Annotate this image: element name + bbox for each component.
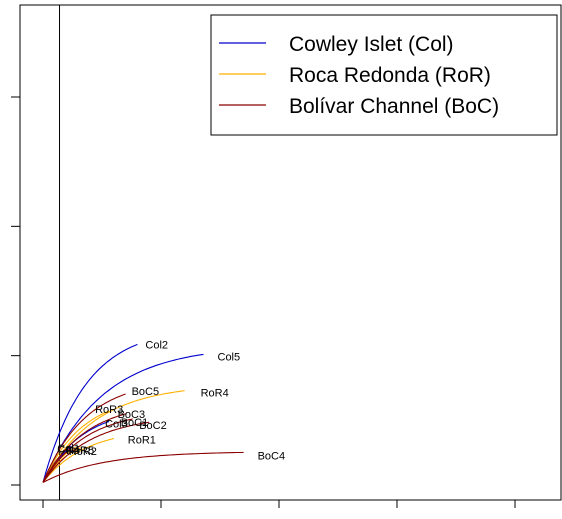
- curve-boc3: [42, 413, 126, 483]
- curve-label-boc2: BoC2: [139, 420, 167, 432]
- curve-boc4: [42, 451, 244, 483]
- curve-ror1: [42, 437, 114, 483]
- curve-label-col2: Col2: [145, 339, 168, 351]
- curve-label-ror5: RoR5: [66, 445, 94, 457]
- curve-label-col4: Col4: [57, 444, 80, 456]
- curve-col5: [42, 353, 204, 483]
- curve-label-ror1: RoR1: [128, 435, 156, 447]
- curve-label-boc5: BoC5: [132, 386, 160, 398]
- curve-boc5: [42, 393, 126, 483]
- curve-label-col3: Col3: [105, 418, 128, 430]
- legend-box: [210, 14, 558, 136]
- curve-label-ror3: RoR3: [95, 404, 123, 416]
- curve-ror3: [42, 410, 110, 483]
- curves-group: [42, 343, 244, 483]
- plot-frame: [19, 4, 562, 501]
- legend: Cowley Islet (Col) Roca Redonda (RoR) Bolí…: [210, 14, 558, 136]
- curve-label-col5: Col5: [218, 351, 241, 363]
- legend-entry-1: Roca Redonda (RoR): [289, 64, 491, 87]
- curve-col2: [42, 343, 138, 483]
- legend-entry-2: Bolívar Channel (BoC): [289, 95, 499, 118]
- curve-boc1: [42, 418, 133, 483]
- curve-label-col1: Col1: [57, 443, 80, 455]
- curve-boc2: [42, 421, 150, 483]
- curve-label-boc3: BoC3: [118, 409, 146, 421]
- curve-ror4: [42, 390, 185, 483]
- curve-label-ror2: RoR2: [69, 446, 97, 458]
- curve-label-ror4: RoR4: [201, 388, 229, 400]
- axes-group: [11, 4, 562, 508]
- curve-label-boc1: BoC1: [121, 417, 149, 429]
- curve-label-boc4: BoC4: [258, 450, 286, 462]
- legend-entry-0: Cowley Islet (Col): [289, 33, 454, 56]
